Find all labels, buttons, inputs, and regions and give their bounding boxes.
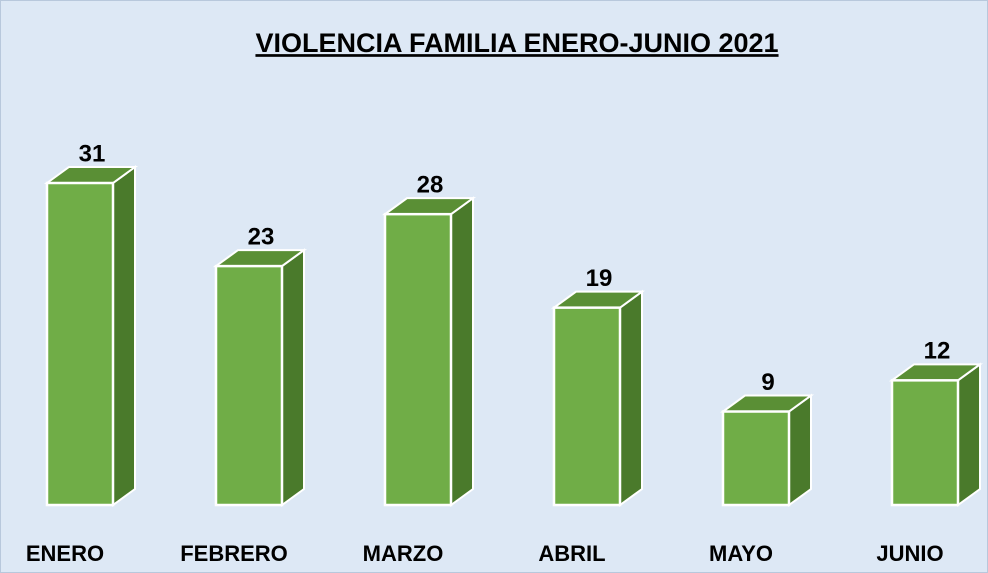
- x-tick-label: ABRIL: [538, 541, 605, 566]
- value-label: 12: [924, 338, 951, 365]
- x-tick-label: MAYO: [709, 541, 773, 566]
- x-tick-label: ENERO: [26, 541, 104, 566]
- bar-side: [957, 362, 981, 507]
- bar: [552, 306, 622, 507]
- x-tick-label: JUNIO: [876, 541, 943, 566]
- value-label: 19: [586, 265, 613, 292]
- bar: [721, 410, 791, 507]
- chart-title: VIOLENCIA FAMILIA ENERO-JUNIO 2021: [255, 28, 778, 58]
- bar-side: [450, 196, 474, 507]
- x-tick-label: FEBRERO: [180, 541, 288, 566]
- bar: [45, 181, 115, 507]
- bar-side: [112, 165, 136, 507]
- value-label: 23: [248, 223, 275, 250]
- bar-side: [619, 289, 643, 507]
- bar: [214, 264, 284, 507]
- value-label: 31: [79, 140, 106, 167]
- value-label: 9: [761, 369, 774, 396]
- value-label: 28: [417, 172, 444, 199]
- x-tick-label: MARZO: [363, 541, 444, 566]
- bar-side: [281, 248, 305, 507]
- bar: [383, 212, 453, 507]
- bar: [890, 379, 960, 507]
- bar-side: [788, 393, 812, 507]
